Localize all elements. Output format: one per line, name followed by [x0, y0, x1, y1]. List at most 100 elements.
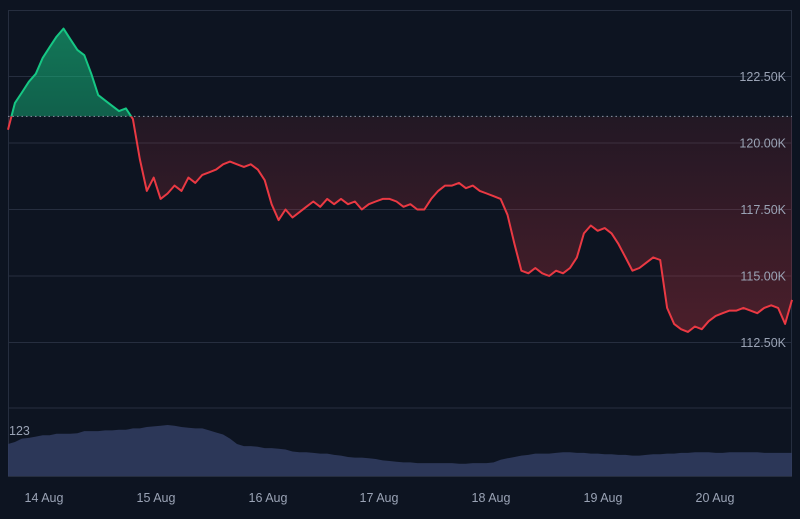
price-point-104[interactable]: [727, 308, 731, 312]
price-point-17[interactable]: [124, 106, 128, 110]
price-point-46[interactable]: [325, 197, 329, 201]
price-point-69[interactable]: [485, 191, 489, 195]
price-point-28[interactable]: [200, 173, 204, 177]
price-point-60[interactable]: [422, 207, 426, 211]
price-point-42[interactable]: [297, 210, 301, 214]
price-point-3[interactable]: [27, 80, 31, 84]
price-point-29[interactable]: [207, 170, 211, 174]
price-point-8[interactable]: [61, 26, 65, 30]
price-point-85[interactable]: [596, 229, 600, 233]
price-point-30[interactable]: [214, 167, 218, 171]
price-point-53[interactable]: [374, 199, 378, 203]
price-point-41[interactable]: [290, 215, 294, 219]
price-point-4[interactable]: [34, 72, 38, 76]
price-point-86[interactable]: [603, 226, 607, 230]
price-point-88[interactable]: [616, 242, 620, 246]
price-point-100[interactable]: [700, 327, 704, 331]
price-point-106[interactable]: [741, 306, 745, 310]
price-point-79[interactable]: [554, 269, 558, 273]
price-point-37[interactable]: [263, 178, 267, 182]
price-point-75[interactable]: [526, 271, 530, 275]
price-point-74[interactable]: [519, 269, 523, 273]
price-point-56[interactable]: [394, 199, 398, 203]
price-point-6[interactable]: [47, 45, 51, 49]
price-point-97[interactable]: [679, 327, 683, 331]
price-point-36[interactable]: [256, 167, 260, 171]
price-line-below-baseline[interactable]: [7, 29, 793, 333]
price-point-113[interactable]: [790, 298, 794, 302]
price-point-43[interactable]: [304, 205, 308, 209]
price-point-7[interactable]: [54, 34, 58, 38]
price-point-38[interactable]: [269, 202, 273, 206]
price-point-102[interactable]: [714, 314, 718, 318]
price-point-81[interactable]: [568, 266, 572, 270]
price-point-72[interactable]: [505, 213, 509, 217]
price-point-51[interactable]: [360, 207, 364, 211]
price-point-54[interactable]: [381, 197, 385, 201]
price-point-111[interactable]: [776, 306, 780, 310]
price-point-67[interactable]: [471, 183, 475, 187]
price-point-92[interactable]: [644, 261, 648, 265]
price-point-34[interactable]: [242, 165, 246, 169]
price-point-112[interactable]: [783, 322, 787, 326]
price-point-32[interactable]: [228, 159, 232, 163]
price-point-103[interactable]: [720, 311, 724, 315]
price-point-14[interactable]: [103, 98, 107, 102]
price-point-61[interactable]: [429, 197, 433, 201]
price-point-78[interactable]: [547, 274, 551, 278]
price-point-48[interactable]: [339, 197, 343, 201]
price-point-33[interactable]: [235, 162, 239, 166]
price-point-47[interactable]: [332, 202, 336, 206]
price-point-55[interactable]: [387, 197, 391, 201]
price-point-0[interactable]: [6, 128, 10, 132]
price-point-21[interactable]: [152, 175, 156, 179]
price-point-23[interactable]: [165, 191, 169, 195]
price-point-107[interactable]: [748, 308, 752, 312]
price-point-40[interactable]: [283, 207, 287, 211]
price-point-101[interactable]: [707, 319, 711, 323]
price-point-93[interactable]: [651, 255, 655, 259]
price-point-45[interactable]: [318, 205, 322, 209]
price-point-50[interactable]: [353, 199, 357, 203]
price-point-80[interactable]: [561, 271, 565, 275]
price-point-58[interactable]: [408, 202, 412, 206]
price-point-73[interactable]: [512, 242, 516, 246]
price-point-18[interactable]: [131, 117, 135, 121]
price-point-84[interactable]: [589, 223, 593, 227]
price-point-9[interactable]: [68, 37, 72, 41]
price-point-27[interactable]: [193, 181, 197, 185]
price-point-44[interactable]: [311, 199, 315, 203]
price-point-57[interactable]: [401, 205, 405, 209]
price-point-19[interactable]: [138, 157, 142, 161]
price-point-87[interactable]: [609, 231, 613, 235]
price-point-91[interactable]: [637, 266, 641, 270]
price-point-25[interactable]: [179, 189, 183, 193]
price-point-109[interactable]: [762, 306, 766, 310]
price-point-49[interactable]: [346, 202, 350, 206]
price-point-10[interactable]: [75, 48, 79, 52]
price-point-98[interactable]: [686, 330, 690, 334]
price-point-77[interactable]: [540, 271, 544, 275]
price-point-95[interactable]: [665, 306, 669, 310]
price-point-5[interactable]: [41, 56, 45, 60]
price-point-70[interactable]: [492, 194, 496, 198]
price-point-52[interactable]: [367, 202, 371, 206]
price-point-64[interactable]: [450, 183, 454, 187]
price-point-1[interactable]: [13, 101, 17, 105]
price-point-62[interactable]: [436, 189, 440, 193]
price-point-96[interactable]: [672, 322, 676, 326]
price-point-2[interactable]: [20, 90, 24, 94]
price-point-105[interactable]: [734, 308, 738, 312]
price-point-15[interactable]: [110, 104, 114, 108]
price-point-71[interactable]: [498, 197, 502, 201]
price-point-13[interactable]: [96, 93, 100, 97]
price-point-83[interactable]: [582, 231, 586, 235]
price-point-59[interactable]: [415, 207, 419, 211]
price-point-35[interactable]: [249, 162, 253, 166]
price-point-90[interactable]: [630, 269, 634, 273]
price-point-82[interactable]: [575, 255, 579, 259]
price-point-89[interactable]: [623, 255, 627, 259]
price-point-12[interactable]: [89, 72, 93, 76]
